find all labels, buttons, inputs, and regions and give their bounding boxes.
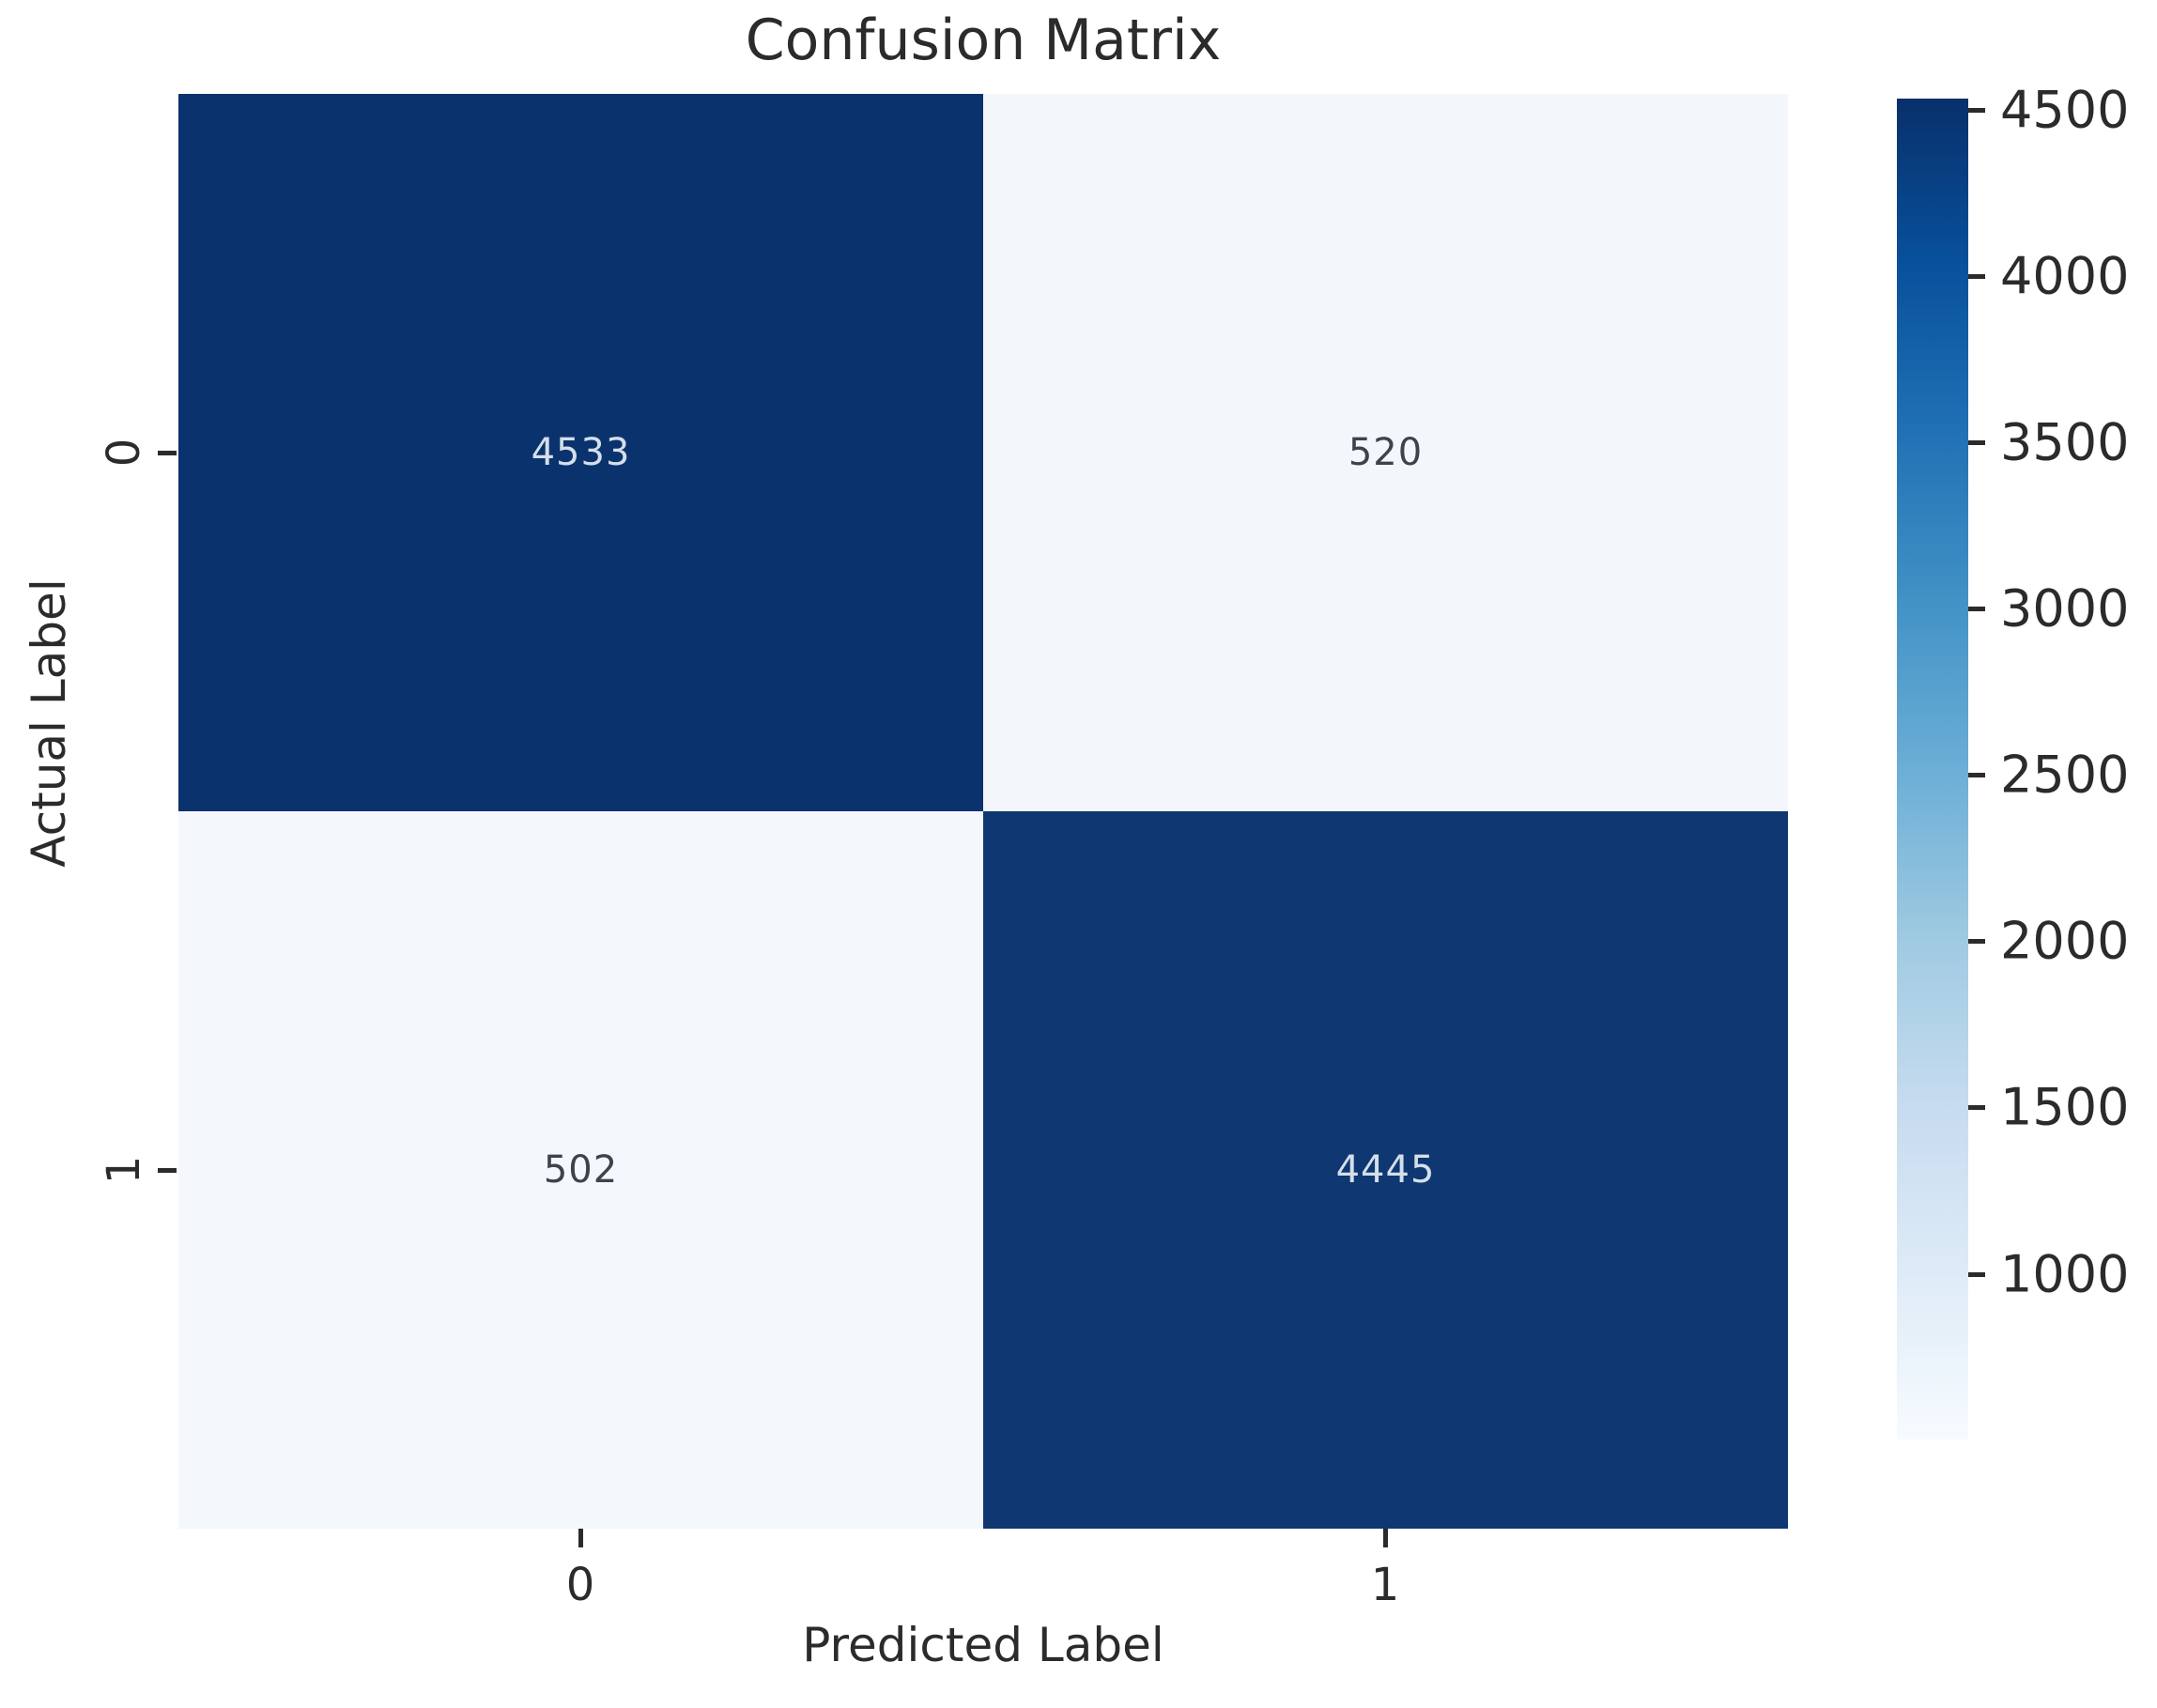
y-tick-mark [158,451,177,455]
x-tick-label-0: 0 [565,1559,595,1611]
x-tick-mark [578,1529,583,1547]
y-tick-label-1: 1 [98,1155,150,1185]
colorbar-tick-mark [1968,607,1985,612]
colorbar-tick-mark [1968,1105,1985,1111]
x-tick-label-1: 1 [1370,1559,1400,1611]
colorbar-tick-label: 4000 [2000,246,2130,306]
colorbar-tick-label: 4500 [2000,80,2130,140]
y-tick-mark [158,1168,177,1173]
colorbar-tick-mark [1968,773,1985,778]
colorbar-tick-mark [1968,939,1985,945]
y-tick-label-0: 0 [98,438,150,468]
x-tick-mark [1383,1529,1388,1547]
cell-value: 520 [1348,431,1424,474]
colorbar-tick-label: 1500 [2000,1077,2130,1137]
colorbar-tick-label: 3500 [2000,412,2130,472]
cell-actual1-pred0: 502 [178,811,983,1529]
cell-actual0-pred0: 4533 [178,94,983,811]
y-axis-label: Actual Label [22,578,76,868]
cell-value: 502 [543,1148,619,1192]
chart-title: Confusion Matrix [745,8,1222,73]
colorbar [1897,99,1968,1439]
colorbar-tick-label: 2000 [2000,911,2130,971]
cell-actual0-pred1: 520 [983,94,1788,811]
cell-actual1-pred1: 4445 [983,811,1788,1529]
heatmap-grid: 4533 520 502 4445 [178,94,1788,1529]
colorbar-tick-label: 2500 [2000,745,2130,805]
colorbar-tick-label: 1000 [2000,1244,2130,1304]
colorbar-tick-mark [1968,439,1985,445]
colorbar-tick-label: 3000 [2000,578,2130,639]
colorbar-tick-mark [1968,1271,1985,1277]
cell-value: 4445 [1335,1148,1436,1192]
colorbar-tick-mark [1968,273,1985,279]
cell-value: 4533 [531,431,631,474]
x-axis-label: Predicted Label [802,1618,1164,1672]
colorbar-tick-mark [1968,107,1985,113]
